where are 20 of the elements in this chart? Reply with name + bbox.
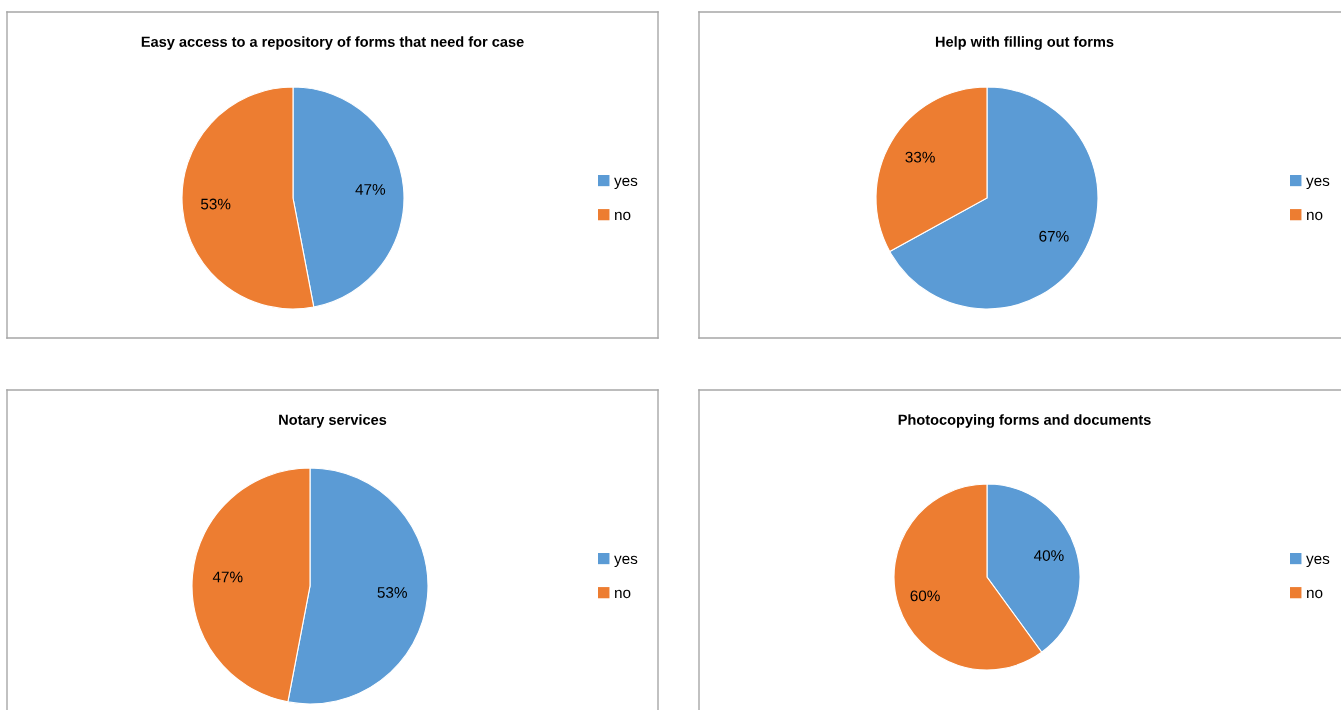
- legend-label: no: [1307, 211, 1323, 221]
- data-label: 47%: [355, 184, 386, 195]
- legend-label: yes: [614, 555, 638, 568]
- data-label: 40%: [1033, 550, 1064, 561]
- legend-label: no: [615, 589, 631, 599]
- chart-title: Help with filling out forms: [935, 36, 1114, 50]
- legend-label: yes: [614, 177, 638, 190]
- chart-title: Photocopying forms and documents: [898, 414, 1151, 428]
- chart-title: Easy access to a repository of forms that need for case: [141, 36, 524, 50]
- data-label: 67%: [1039, 230, 1069, 242]
- legend-label: yes: [1306, 555, 1330, 568]
- legend-label: yes: [1306, 177, 1330, 190]
- legend-label: no: [615, 211, 631, 221]
- data-label: 33%: [905, 151, 935, 163]
- data-label: 60%: [910, 590, 940, 602]
- data-label: 47%: [212, 571, 243, 583]
- data-label: 53%: [200, 198, 231, 210]
- chart-title: Notary services: [279, 414, 387, 428]
- legend-label: no: [1307, 589, 1323, 599]
- data-label: 53%: [377, 587, 407, 598]
